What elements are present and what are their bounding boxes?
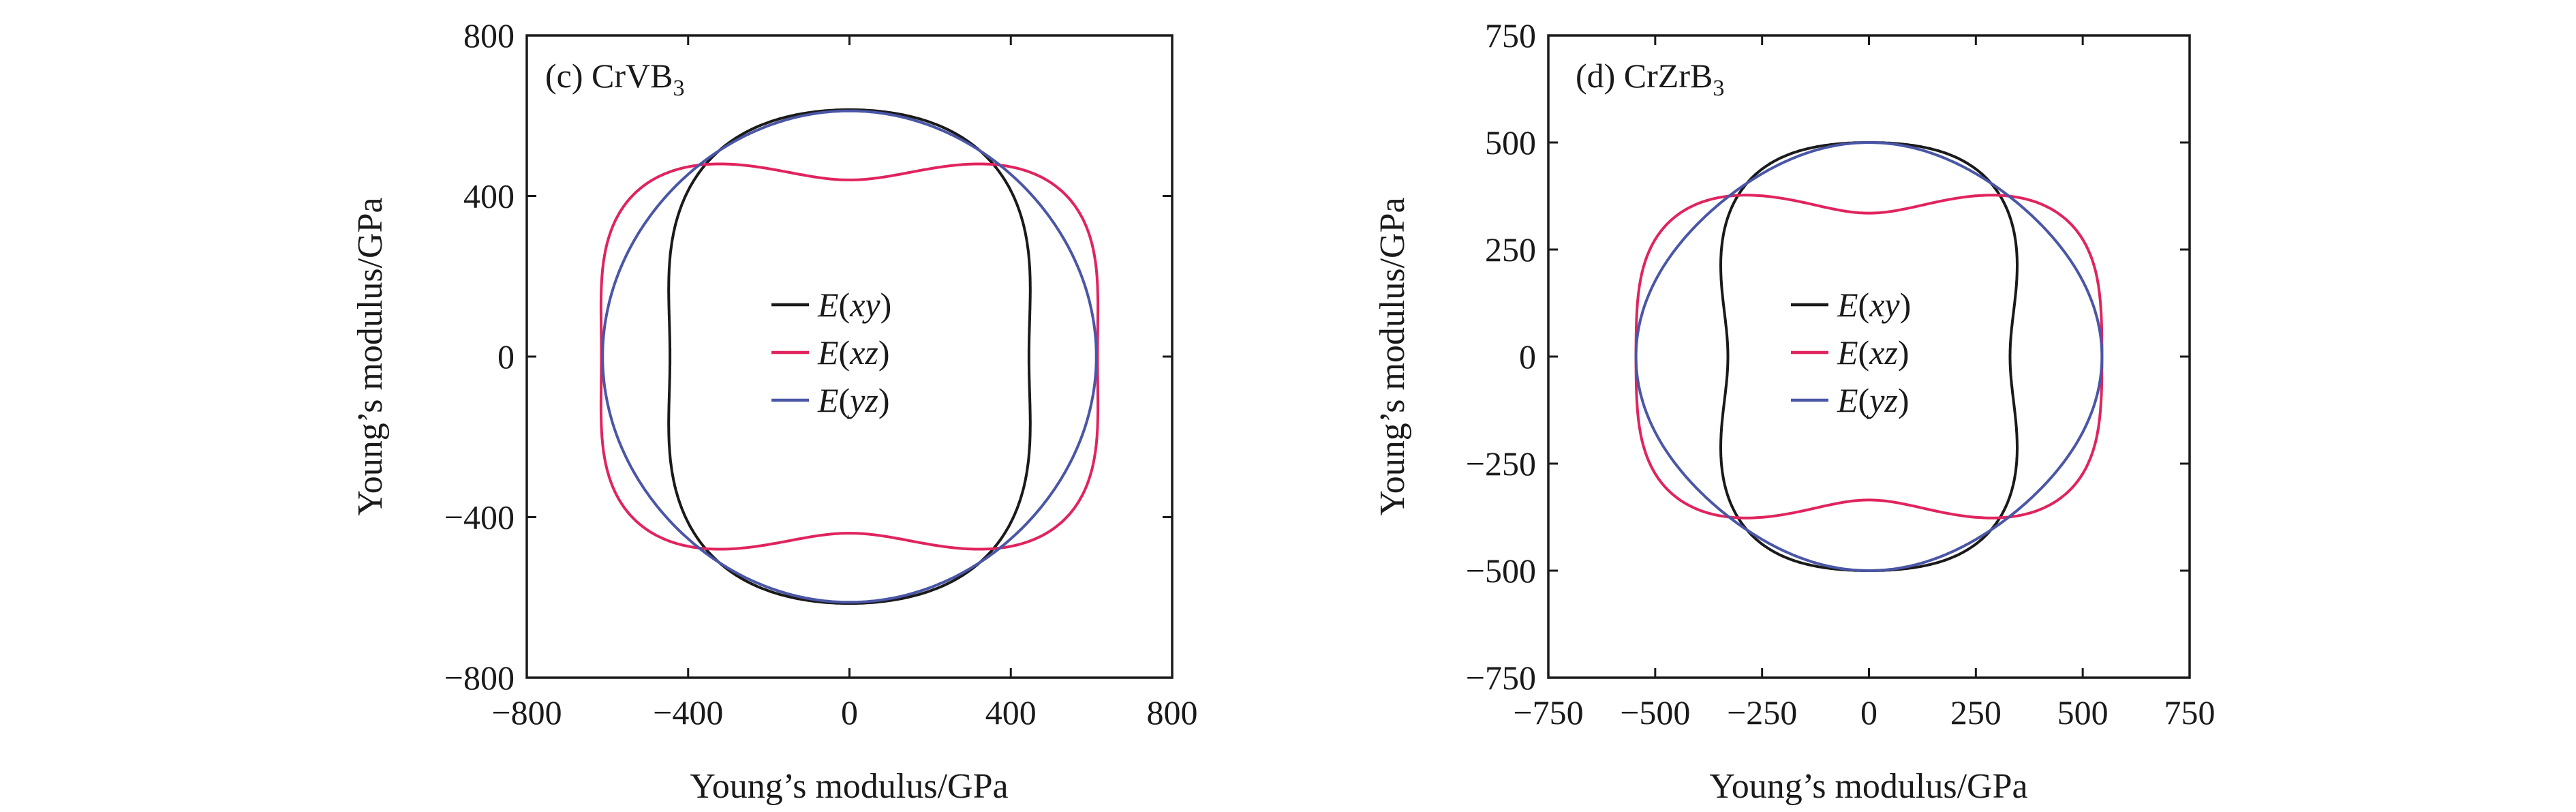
x-tick-label: 750 [2164, 693, 2215, 732]
tick-marks [1547, 34, 2191, 679]
legend-label: E(yz) [817, 381, 890, 419]
legend-label: E(xz) [817, 333, 890, 372]
y-axis-title: Young’s modulus/GPa [351, 197, 390, 515]
legend-label: E(xz) [1837, 333, 1910, 372]
x-tick-label: 250 [1950, 693, 2002, 732]
y-tick-label: 250 [1485, 230, 1536, 269]
y-tick-label: −800 [444, 659, 515, 697]
x-tick-label: 400 [985, 693, 1037, 732]
tick-labels: −800 −400 0 400 800 −800 −400 0 400 800 [444, 16, 1198, 732]
legend: E(xy) E(xz) E(yz) [1791, 286, 1911, 419]
chart-panel-crzrb3: −750 −500 −250 0 250 500 750 −750 −500 −250 0 250 50… [1373, 16, 2215, 806]
y-tick-label: 0 [1519, 337, 1536, 376]
legend: E(xy) E(xz) E(yz) [771, 286, 891, 419]
y-tick-label: 750 [1485, 16, 1536, 55]
series-curve-xy [1719, 141, 2019, 572]
y-tick-label: −400 [444, 498, 515, 537]
y-tick-label: 0 [497, 337, 515, 376]
x-axis-title: Young’s modulus/GPa [1709, 767, 2027, 806]
x-tick-label: −750 [1513, 693, 1583, 732]
chart-panel-crvb3: −800 −400 0 400 800 −800 −400 0 400 800 (c) CrVB3… [351, 16, 1198, 806]
y-tick-label: −750 [1466, 659, 1536, 697]
x-tick-label: −250 [1727, 693, 1797, 732]
panel-label: (c) CrVB3 [545, 57, 684, 101]
x-tick-label: 0 [841, 693, 858, 732]
x-tick-label: −400 [653, 693, 723, 732]
legend-label: E(xy) [1837, 286, 1911, 324]
tick-marks [525, 34, 1174, 679]
x-tick-label: −800 [491, 693, 562, 732]
legend-label: E(yz) [1837, 381, 1910, 419]
x-tick-label: 0 [1860, 693, 1877, 732]
x-tick-label: 500 [2057, 693, 2109, 732]
tick-labels: −750 −500 −250 0 250 500 750 −750 −500 −250 0 250 50… [1466, 16, 2215, 732]
x-tick-label: 800 [1147, 693, 1198, 732]
y-tick-label: 500 [1485, 123, 1536, 162]
y-tick-label: −250 [1466, 445, 1536, 483]
panel-label: (d) CrZrB3 [1576, 57, 1724, 101]
y-tick-label: −500 [1466, 552, 1536, 590]
x-tick-label: −500 [1620, 693, 1690, 732]
x-axis-title: Young’s modulus/GPa [690, 767, 1008, 806]
legend-label: E(xy) [817, 286, 891, 324]
y-tick-label: 800 [463, 16, 515, 55]
y-axis-title: Young’s modulus/GPa [1373, 197, 1412, 515]
series-curve-yz [1634, 141, 2104, 572]
y-tick-label: 400 [463, 177, 515, 215]
series-curve-yz [601, 109, 1098, 604]
curves-group [599, 108, 1100, 605]
curves-group [1634, 141, 2104, 572]
